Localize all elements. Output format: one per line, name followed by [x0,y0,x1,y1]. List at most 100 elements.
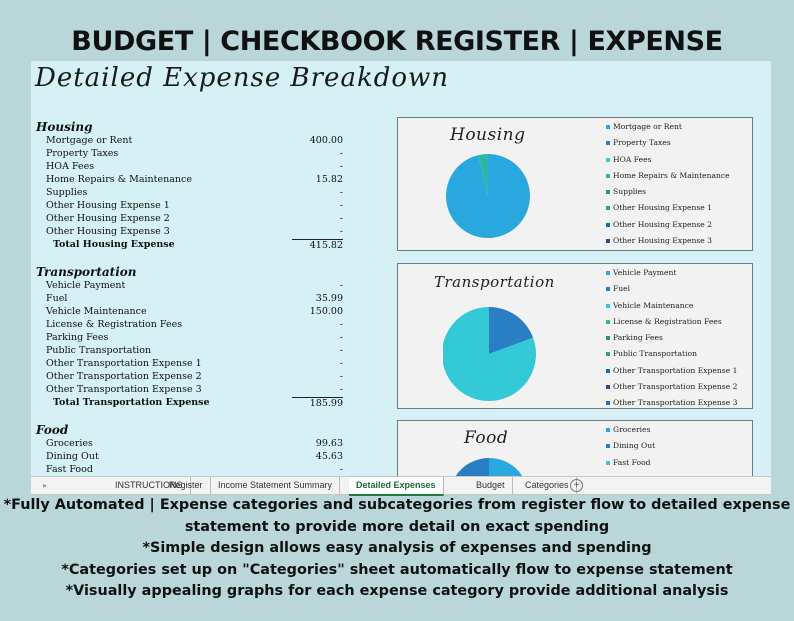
legend-swatch [606,125,610,129]
expense-row[interactable]: Property Taxes - [46,148,343,161]
expense-label: Other Housing Expense 2 [46,213,170,224]
sheet-tab[interactable]: Budget [469,477,513,494]
expense-row[interactable]: Supplies - [46,187,343,200]
note-line: *Fully Automated | Expense categories an… [3,497,791,513]
expense-row[interactable]: Parking Fees - [46,332,343,345]
section-title-food: Food [36,423,69,437]
expense-value: - [339,200,343,211]
expense-label: Groceries [46,438,93,449]
food-chart[interactable]: Food Groceries Dining Out Fast Food [397,420,753,476]
expense-value: - [339,384,343,395]
legend-swatch [606,141,610,146]
sheet-tab[interactable]: INSTRUCTIONS [108,477,191,494]
legend-entry: Fast Food [606,458,655,474]
sheet-tab[interactable]: Categories [518,477,577,494]
legend-entry: Vehicle Payment [606,268,737,284]
legend-label: Other Transportation Expense 1 [613,365,738,375]
expense-label: Fast Food [46,464,93,475]
legend-label: Fast Food [613,457,651,467]
spreadsheet-area[interactable]: Detailed Expense Breakdown Housing Mortg… [31,61,771,476]
legend-swatch [606,368,610,373]
note-line: statement to provide more detail on exac… [184,518,610,535]
expense-label: Supplies [46,187,88,198]
expense-label: Home Repairs & Maintenance [46,174,192,185]
legend-label: Fuel [613,284,631,294]
expense-row[interactable]: Vehicle Payment - [46,280,343,293]
pie-slice [478,154,488,196]
total-row[interactable]: Total Housing Expense 415.82 [46,239,343,252]
expense-row[interactable]: Other Housing Expense 2 - [46,213,343,226]
pie-slice [489,307,534,354]
legend-entry: Home Repairs & Maintenance [606,171,730,187]
total-row[interactable]: Total Transportation Expense 185.99 [46,397,343,410]
legend-label: Home Repairs & Maintenance [613,170,730,180]
expense-label: Fuel [46,293,68,304]
expense-row[interactable]: License & Registration Fees - [46,319,343,332]
legend-swatch [606,157,610,162]
legend-swatch [606,222,610,227]
sheet-tab[interactable]: Income Statement Summary [211,477,341,494]
legend-swatch [606,319,610,324]
expense-row[interactable]: Other Transportation Expense 1 - [46,358,343,371]
expense-row[interactable]: Groceries 99.63 [46,438,343,451]
expense-row[interactable]: Dining Out 45.63 [46,451,343,464]
expense-row[interactable]: Other Housing Expense 1 - [46,200,343,213]
legend-swatch [606,460,610,465]
section-title-transportation: Transportation [36,265,137,279]
expense-row[interactable]: Vehicle Maintenance 150.00 [46,306,343,319]
expense-row[interactable]: Other Transportation Expense 2 - [46,371,343,384]
legend-label: Supplies [613,187,647,197]
expense-label: Dining Out [46,451,99,462]
expense-label: Other Transportation Expense 3 [46,384,202,395]
transportation-chart[interactable]: Transportation Vehicle Payment Fuel Vehicl… [397,263,753,409]
expense-value: - [339,358,343,369]
legend-swatch [606,303,610,308]
legend-label: License & Registration Fees [613,316,722,326]
expense-label: Vehicle Payment [46,280,126,291]
food-legend: Groceries Dining Out Fast Food [606,425,655,474]
expense-value: 35.99 [315,293,343,304]
pie-slice [455,458,489,476]
legend-entry: Property Taxes [606,138,730,154]
sheet-tab[interactable]: Detailed Expenses [349,477,444,496]
expense-label: Vehicle Maintenance [46,306,147,317]
sheet-tab-bar: ▸ INSTRUCTIONS Register Income Statement S… [31,476,771,496]
legend-swatch [606,444,610,449]
expense-row[interactable]: Fuel 35.99 [46,293,343,306]
legend-swatch [606,190,610,195]
legend-entry: Supplies [606,187,730,203]
legend-label: Property Taxes [613,138,671,148]
housing-chart[interactable]: Housing Mortgage or Rent Property Taxes HO… [397,117,753,251]
transportation-pie [443,307,536,401]
legend-entry: Other Housing Expense 1 [606,203,730,219]
expense-label: Other Transportation Expense 2 [46,371,202,382]
food-chart-title: Food [464,428,509,448]
expense-row[interactable]: Other Housing Expense 3 - [46,226,343,239]
expense-value: - [339,371,343,382]
tab-scroll-icon[interactable]: ▸ [43,481,48,490]
legend-label: Vehicle Maintenance [613,300,694,310]
expense-label: Property Taxes [46,148,119,159]
legend-label: Parking Fees [613,333,663,343]
expense-row[interactable]: Public Transportation - [46,345,343,358]
expense-label: Other Housing Expense 1 [46,200,170,211]
section-title-housing: Housing [36,120,93,134]
housing-legend: Mortgage or Rent Property Taxes HOA Fees Ho… [606,122,730,252]
legend-swatch [606,428,610,432]
legend-entry: Other Transportation Expense 2 [606,382,737,398]
expense-row[interactable]: Fast Food - [46,464,343,476]
sheet-tab[interactable]: Register [162,477,211,494]
expense-row[interactable]: Other Transportation Expense 3 - [46,384,343,397]
legend-label: HOA Fees [613,154,652,164]
expense-row[interactable]: Home Repairs & Maintenance 15.82 [46,174,343,187]
add-sheet-icon[interactable]: + [570,479,583,492]
legend-swatch [606,173,610,178]
legend-swatch [606,401,610,406]
total-label: Total Housing Expense [53,239,175,250]
expense-value: 400.00 [309,135,343,146]
expense-row[interactable]: Mortgage or Rent 400.00 [46,135,343,148]
expense-row[interactable]: HOA Fees - [46,161,343,174]
legend-swatch [606,352,610,357]
expense-value: - [339,345,343,356]
legend-entry: Mortgage or Rent [606,122,730,138]
